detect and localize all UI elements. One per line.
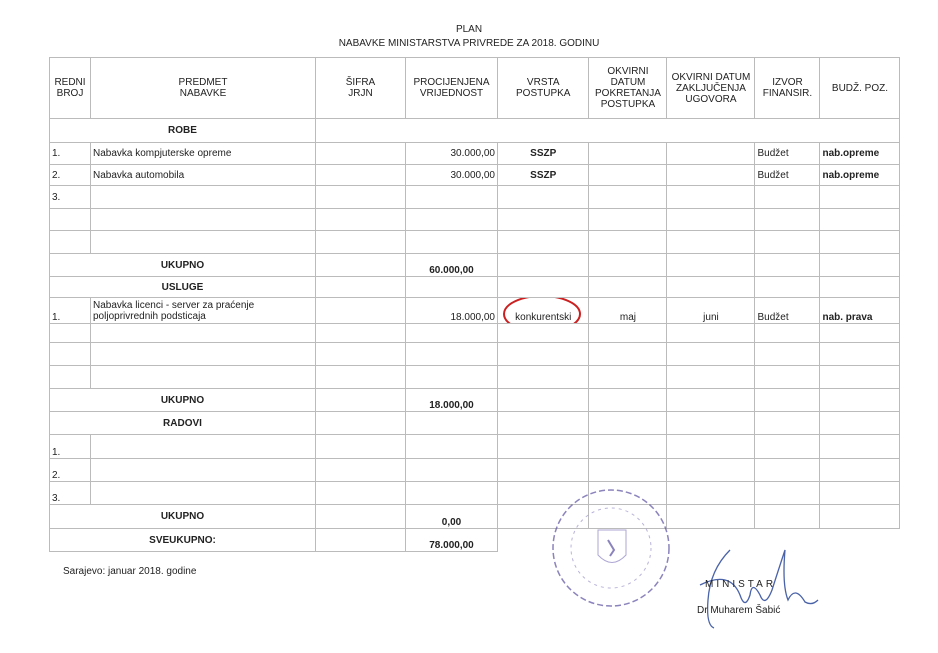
item-name: Nabavka automobila xyxy=(90,164,316,186)
subtotal-row-robe: UKUPNO 60.000,00 xyxy=(49,253,901,277)
signatory-name: Dr Muharem Šabić xyxy=(697,605,781,616)
item-procedure: SSZP xyxy=(496,142,590,165)
table-row-empty xyxy=(49,342,901,366)
col-header: PROCIJENJENA VRIJEDNOST xyxy=(405,57,498,119)
item-budget: nab.opreme xyxy=(819,142,901,165)
row-number: 2. xyxy=(49,458,91,482)
item-value: 30.000,00 xyxy=(405,164,498,186)
table-row: 1. Nabavka kompjuterske opreme 30.000,00… xyxy=(49,142,901,165)
table-row-empty xyxy=(49,323,901,343)
table-row: 3. xyxy=(49,185,901,209)
col-header: VRSTA POSTUPKA xyxy=(496,57,590,119)
row-number: 1. xyxy=(49,434,91,459)
item-source: Budžet xyxy=(754,297,821,324)
table-row: 1. Nabavka licenci - server za praćenje … xyxy=(49,297,901,324)
item-start: maj xyxy=(588,297,668,324)
item-procedure: konkurentski xyxy=(515,312,572,323)
row-number: 3. xyxy=(49,185,91,209)
table-row-empty xyxy=(49,365,901,389)
col-header: BUDŽ. POZ. xyxy=(819,57,901,119)
item-name: Nabavka kompjuterske opreme xyxy=(90,142,316,165)
subtotal-label: UKUPNO xyxy=(49,504,316,529)
doc-subtitle: NABAVKE MINISTARSTVA PRIVREDE ZA 2018. G… xyxy=(338,38,600,49)
subtotal-row-usluge: UKUPNO 18.000,00 xyxy=(49,388,901,412)
col-header: REDNI BROJ xyxy=(49,57,91,119)
item-procedure-cell: konkurentski xyxy=(496,297,590,324)
table-row: 2. Nabavka automobila 30.000,00 SSZP Bud… xyxy=(49,164,901,186)
table-row: 3. xyxy=(49,481,901,505)
header-row: REDNI BROJ PREDMET NABAVKE ŠIFRA JRJN PR… xyxy=(49,57,901,119)
table-row: 2. xyxy=(49,458,901,482)
subtotal-label: UKUPNO xyxy=(49,253,316,277)
item-budget: nab.opreme xyxy=(819,164,901,186)
section-row-usluge: USLUGE xyxy=(49,276,901,298)
item-name: Nabavka licenci - server za praćenje pol… xyxy=(90,297,316,324)
red-ellipse-annotation xyxy=(503,298,581,323)
subtotal-value: 60.000,00 xyxy=(405,253,498,277)
col-header: OKVIRNI DATUM POKRETANJA POSTUPKA xyxy=(588,57,668,119)
item-budget: nab. prava xyxy=(819,297,901,324)
item-value: 18.000,00 xyxy=(405,297,498,324)
item-end: juni xyxy=(666,297,756,324)
table-row: 1. xyxy=(49,434,901,459)
table-row-empty xyxy=(49,230,901,254)
signature xyxy=(699,549,819,629)
grand-total-value: 78.000,00 xyxy=(405,528,498,552)
subtotal-value: 0,00 xyxy=(405,504,498,529)
table-row-empty xyxy=(49,208,901,231)
doc-title: PLAN xyxy=(455,24,483,35)
section-row-robe: ROBE xyxy=(49,118,901,143)
procurement-table: REDNI BROJ PREDMET NABAVKE ŠIFRA JRJN PR… xyxy=(49,57,901,552)
section-row-radovi: RADOVI xyxy=(49,411,901,435)
item-source: Budžet xyxy=(754,164,821,186)
subtotal-value: 18.000,00 xyxy=(405,388,498,412)
subtotal-label: UKUPNO xyxy=(49,388,316,412)
grand-total-row: SVEUKUPNO: 78.000,00 xyxy=(49,528,900,552)
col-header: OKVIRNI DATUM ZAKLJUČENJA UGOVORA xyxy=(666,57,756,119)
row-number: 2. xyxy=(49,164,91,186)
grand-total-label: SVEUKUPNO: xyxy=(49,528,316,552)
section-label: ROBE xyxy=(49,118,316,143)
col-header: PREDMET NABAVKE xyxy=(90,57,316,119)
subtotal-row-radovi: UKUPNO 0,00 xyxy=(49,504,901,529)
section-label: RADOVI xyxy=(49,411,316,435)
col-header: ŠIFRA JRJN xyxy=(315,57,406,119)
col-header: IZVOR FINANSIR. xyxy=(754,57,821,119)
item-value: 30.000,00 xyxy=(405,142,498,165)
item-source: Budžet xyxy=(754,142,821,165)
section-label: USLUGE xyxy=(49,276,316,298)
item-procedure: SSZP xyxy=(496,164,590,186)
place-date: Sarajevo: januar 2018. godine xyxy=(63,566,197,577)
official-stamp xyxy=(552,489,670,607)
signatory-role: MINISTAR xyxy=(705,579,777,590)
row-number: 1. xyxy=(49,297,91,324)
row-number: 1. xyxy=(49,142,91,165)
row-number: 3. xyxy=(49,481,91,505)
